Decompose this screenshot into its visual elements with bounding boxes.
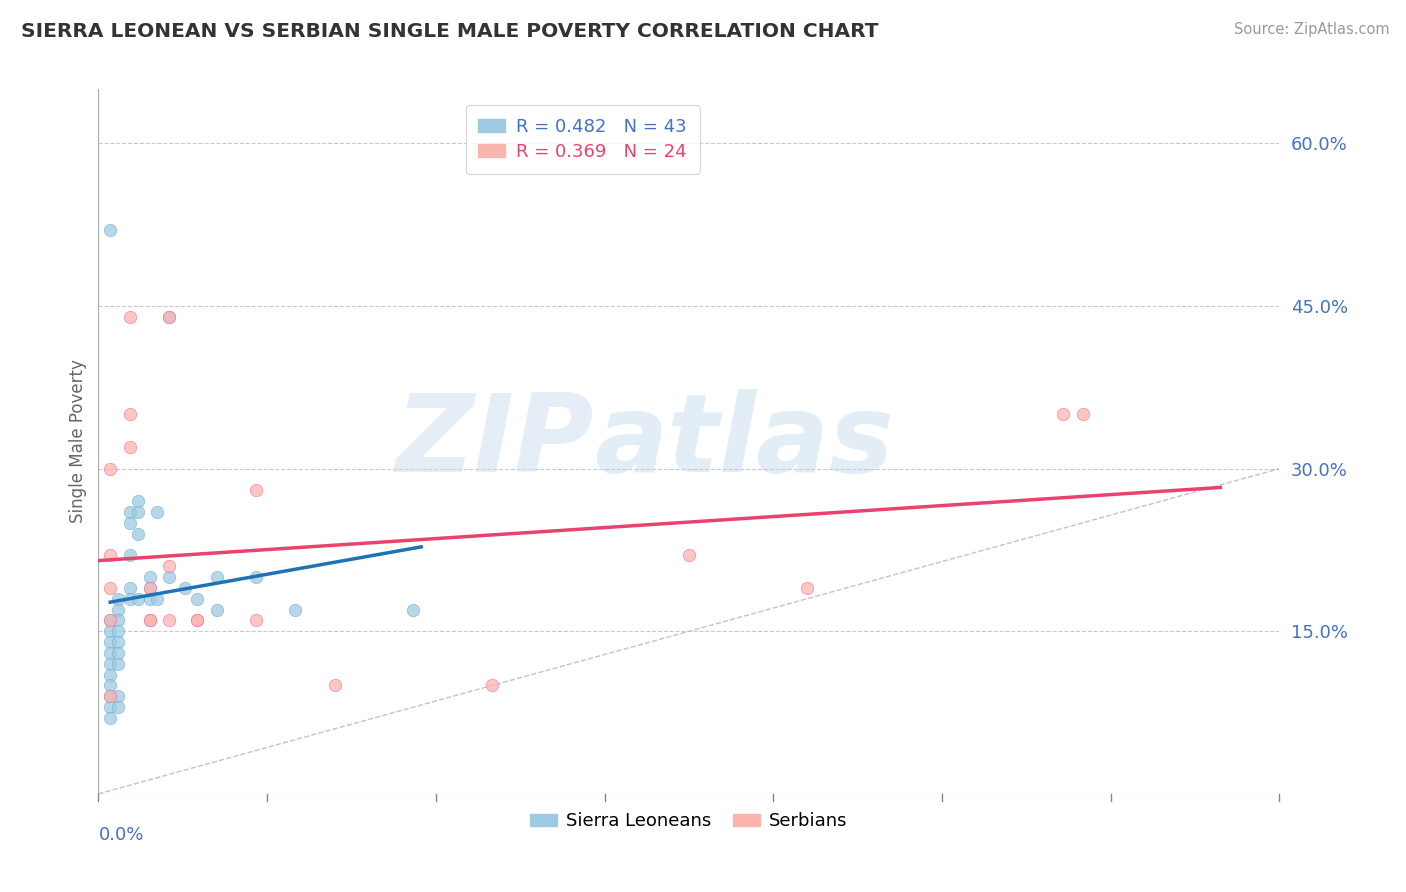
Point [127, 591, 149, 606]
Text: SIERRA LEONEAN VS SERBIAN SINGLE MALE POVERTY CORRELATION CHART: SIERRA LEONEAN VS SERBIAN SINGLE MALE PO… [21, 22, 879, 41]
Point [186, 614, 208, 628]
Point [107, 602, 129, 616]
Point [118, 549, 141, 563]
Point [98, 667, 121, 681]
Point [138, 581, 160, 595]
Point [127, 526, 149, 541]
Point [118, 581, 141, 595]
Y-axis label: Single Male Poverty: Single Male Poverty [69, 359, 87, 524]
Point [127, 494, 149, 508]
Point [138, 581, 160, 595]
Point [186, 614, 208, 628]
Point [98, 624, 121, 639]
Text: 0.0%: 0.0% [98, 826, 143, 844]
Point [146, 591, 169, 606]
Point [245, 570, 267, 584]
Legend: Sierra Leoneans, Serbians: Sierra Leoneans, Serbians [523, 805, 855, 838]
Point [118, 591, 141, 606]
Point [98, 635, 121, 649]
Point [138, 591, 160, 606]
Point [1071, 408, 1094, 422]
Point [205, 570, 228, 584]
Point [107, 614, 129, 628]
Point [157, 559, 180, 574]
Point [107, 700, 129, 714]
Point [1052, 408, 1074, 422]
Point [284, 602, 307, 616]
Point [245, 614, 267, 628]
Point [98, 700, 121, 714]
Point [157, 614, 180, 628]
Point [118, 516, 141, 530]
Point [157, 310, 180, 324]
Point [118, 310, 141, 324]
Point [157, 310, 180, 324]
Point [127, 505, 149, 519]
Point [138, 570, 160, 584]
Point [481, 678, 503, 692]
Point [98, 646, 121, 660]
Point [98, 461, 121, 475]
Point [107, 657, 129, 671]
Point [157, 570, 180, 584]
Point [323, 678, 346, 692]
Point [98, 711, 121, 725]
Point [107, 646, 129, 660]
Point [146, 505, 169, 519]
Point [138, 614, 160, 628]
Text: ZIP: ZIP [396, 389, 595, 494]
Point [118, 408, 141, 422]
Point [98, 657, 121, 671]
Point [118, 505, 141, 519]
Point [98, 614, 121, 628]
Point [186, 591, 208, 606]
Text: Source: ZipAtlas.com: Source: ZipAtlas.com [1233, 22, 1389, 37]
Point [98, 581, 121, 595]
Point [98, 678, 121, 692]
Text: atlas: atlas [595, 389, 894, 494]
Point [98, 690, 121, 704]
Point [98, 549, 121, 563]
Point [138, 614, 160, 628]
Point [174, 581, 197, 595]
Point [205, 602, 228, 616]
Point [118, 440, 141, 454]
Point [107, 624, 129, 639]
Point [98, 690, 121, 704]
Point [98, 223, 121, 237]
Point [107, 635, 129, 649]
Point [107, 690, 129, 704]
Point [245, 483, 267, 498]
Point [402, 602, 425, 616]
Point [98, 614, 121, 628]
Point [796, 581, 818, 595]
Point [107, 591, 129, 606]
Point [678, 549, 700, 563]
